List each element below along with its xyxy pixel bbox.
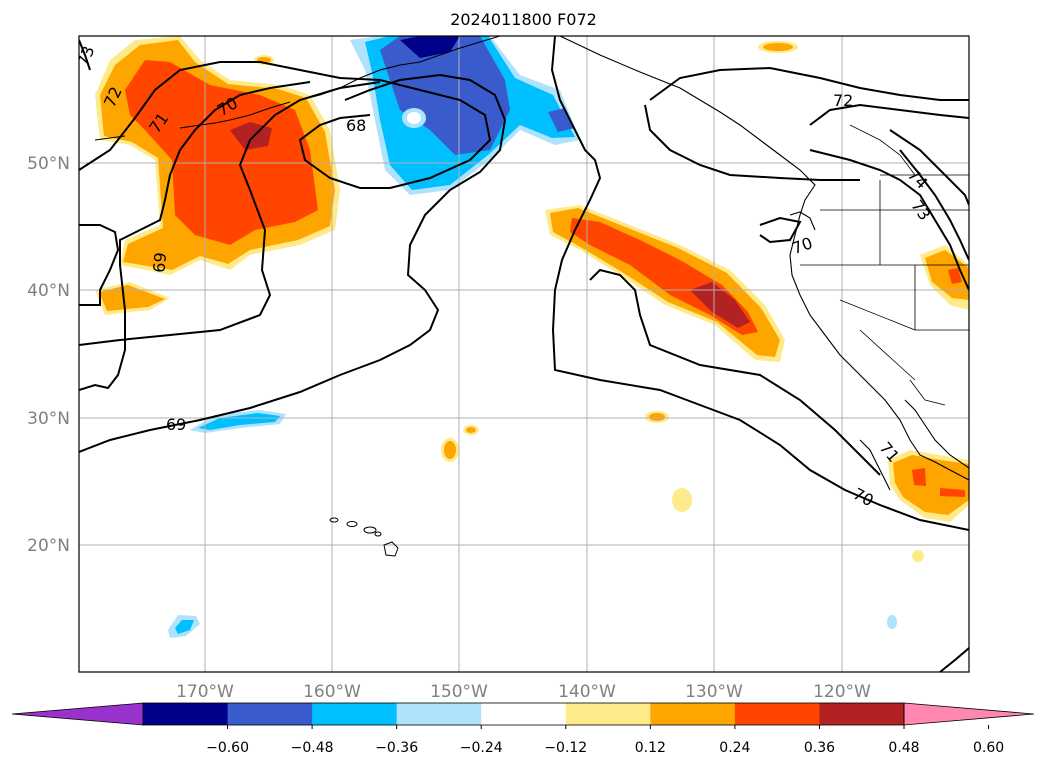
colorbar-tick-label: 0.24 <box>719 740 750 756</box>
lat-label-40n: 40°N <box>27 281 70 301</box>
colorbar-segment <box>481 703 567 725</box>
shade-royal-2 <box>548 108 575 132</box>
hawaii-islands <box>329 517 399 557</box>
shade-darkred-band <box>690 282 750 328</box>
colorbar-segment <box>312 703 398 725</box>
lon-labels: 170°W 160°W 150°W 140°W 130°W 120°W <box>176 682 871 702</box>
colorbar-segment <box>143 703 229 725</box>
lat-label-30n: 30°N <box>27 409 70 429</box>
contour-label: 68 <box>346 116 366 135</box>
map-title: 2024011800 F072 <box>450 10 597 29</box>
colorbar-tick-label: −0.60 <box>206 740 249 756</box>
lon-label-160w: 160°W <box>303 682 361 702</box>
colorbar-segment <box>396 703 482 725</box>
colorbar-outline <box>142 702 905 726</box>
colorbar-tick-label: 0.60 <box>973 740 1004 756</box>
colorbar: −0.60 −0.48 −0.36 −0.24 −0.12 0.12 0.24 0.36 0.4… <box>11 702 1035 756</box>
lon-label-140w: 140°W <box>558 682 616 702</box>
colorbar-segment <box>227 703 313 725</box>
colorbar-tick-label: −0.24 <box>460 740 503 756</box>
colorbar-segment <box>819 703 905 725</box>
shade-navy <box>400 36 460 58</box>
colorbar-segment <box>650 703 736 725</box>
colorbar-extend-low <box>11 702 144 726</box>
graticule <box>79 36 969 672</box>
lat-label-50n: 50°N <box>27 154 70 174</box>
colorbar-tick-label: 0.48 <box>888 740 919 756</box>
contour-label: 69 <box>149 252 170 274</box>
anomaly-west-positive <box>95 36 340 315</box>
map-area: 72 71 70 68 69 69 72 74 73 70 71 70 73 <box>73 36 969 672</box>
lon-label-150w: 150°W <box>430 682 488 702</box>
shade-orange-small-2 <box>99 285 165 311</box>
colorbar-tick-label: −0.12 <box>544 740 587 756</box>
lon-label-120w: 120°W <box>813 682 871 702</box>
colorbar-extend-high <box>903 702 1035 726</box>
colorbar-segment <box>565 703 651 725</box>
colorbar-tick-label: −0.36 <box>375 740 418 756</box>
lon-label-170w: 170°W <box>176 682 234 702</box>
shade-white-core <box>407 112 421 124</box>
colorbar-segment <box>734 703 820 725</box>
colorbar-tick-label: −0.48 <box>291 740 334 756</box>
coastlines <box>94 36 969 491</box>
contour-lines <box>79 36 969 672</box>
lon-label-130w: 130°W <box>685 682 743 702</box>
anomaly-gulf-negative <box>350 36 580 195</box>
shade-orangered <box>125 60 318 245</box>
colorbar-tick-label: 0.12 <box>635 740 666 756</box>
contour-label: 72 <box>833 91 853 110</box>
contour-label: 73 <box>73 43 98 69</box>
lat-label-20n: 20°N <box>27 536 70 556</box>
lat-labels: 50°N 40°N 30°N 20°N <box>27 154 70 556</box>
contour-label: 69 <box>166 415 186 434</box>
map-frame <box>78 35 970 673</box>
anomaly-small-patches <box>254 41 969 562</box>
anomaly-small-negative <box>168 410 897 638</box>
colorbar-tick-label: 0.36 <box>804 740 835 756</box>
anomaly-central-positive <box>545 205 785 362</box>
